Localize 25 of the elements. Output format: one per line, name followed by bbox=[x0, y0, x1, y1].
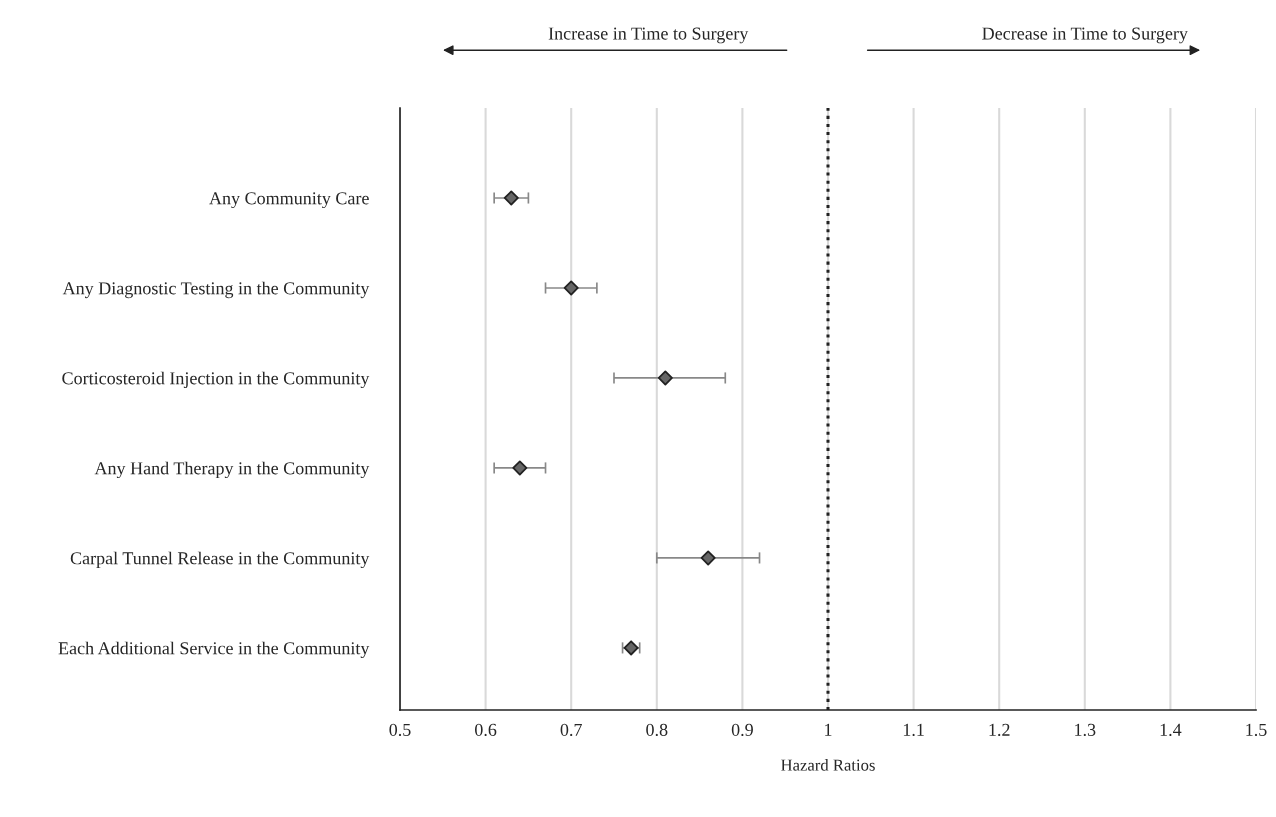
x-tick-label: 0.8 bbox=[646, 723, 668, 736]
y-tick-label: Any Community Care bbox=[209, 192, 369, 209]
y-tick-label: Any Diagnostic Testing in the Community bbox=[62, 281, 370, 299]
x-tick-label: 1.1 bbox=[903, 723, 924, 736]
y-tick-label: Any Hand Therapy in the Community bbox=[94, 461, 370, 479]
x-axis-title: Hazard Ratios bbox=[781, 759, 875, 771]
x-tick-label: 0.6 bbox=[475, 723, 497, 736]
text: Increase in Time to Surgery bbox=[548, 27, 749, 44]
y-tick-label: Carpal Tunnel Release in the Community bbox=[70, 551, 370, 569]
x-tick-label: 1 bbox=[825, 723, 832, 736]
point bbox=[563, 280, 579, 296]
x-tick-label: 0.7 bbox=[560, 723, 582, 736]
point bbox=[657, 370, 673, 386]
text: Decrease in Time to Surgery bbox=[982, 27, 1188, 44]
point bbox=[503, 190, 519, 206]
point bbox=[512, 460, 528, 476]
y-tick-label: Each Additional Service in the Community bbox=[58, 641, 370, 659]
x-tick-label: 0.5 bbox=[389, 723, 411, 736]
y-tick-label: Corticosteroid Injection in the Community bbox=[62, 371, 370, 389]
x-tick-label: 1.4 bbox=[1160, 723, 1182, 736]
x-tick-label: 1.3 bbox=[1075, 723, 1096, 736]
x-tick-label: 0.9 bbox=[731, 723, 753, 736]
x-tick-label: 1.2 bbox=[989, 723, 1010, 736]
x-tick-label: 1.5 bbox=[1246, 723, 1267, 736]
point bbox=[700, 550, 716, 566]
